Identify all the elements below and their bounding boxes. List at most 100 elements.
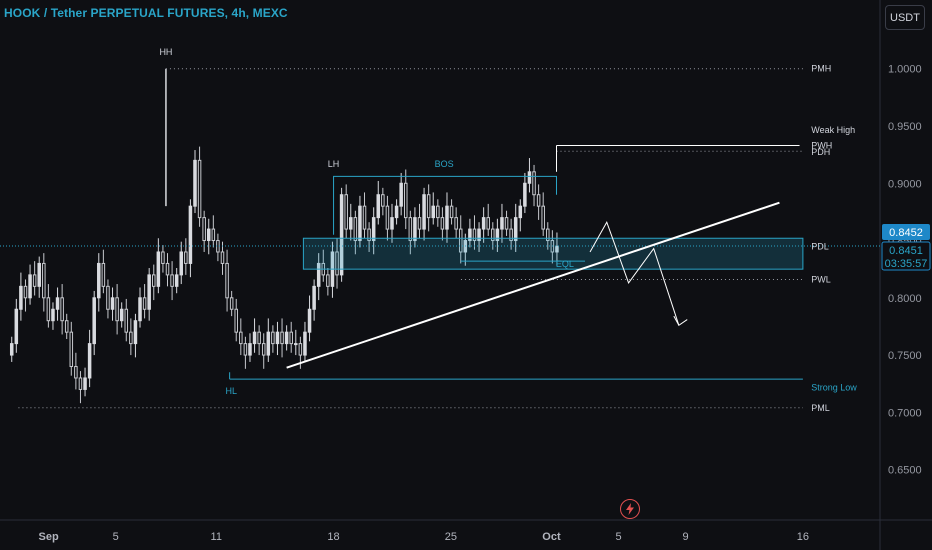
price-tag-lower xyxy=(881,241,931,271)
candle-body xyxy=(381,194,385,207)
candle-body xyxy=(257,331,261,345)
price-tag-lower-label: 0.8451 xyxy=(889,245,923,257)
candle-body xyxy=(513,217,518,242)
candle-body xyxy=(202,217,206,242)
candle-body xyxy=(74,366,78,379)
x-tick-label: 25 xyxy=(445,531,457,543)
candle-body xyxy=(436,205,440,219)
candle-body xyxy=(504,217,509,230)
candle-body xyxy=(326,274,330,287)
demand-zone xyxy=(302,237,804,270)
pwl-label: PWL xyxy=(811,274,831,284)
candle-body xyxy=(335,251,339,276)
lightning-icon[interactable] xyxy=(620,499,640,519)
candle-body xyxy=(275,331,280,345)
candle-body xyxy=(225,262,229,299)
weak-high-label: Weak High xyxy=(811,125,855,135)
candle-body xyxy=(97,262,101,299)
candle-body xyxy=(133,320,138,345)
candle-body xyxy=(303,331,307,356)
candle-body xyxy=(271,331,275,345)
bos-label: BOS xyxy=(435,159,454,169)
candle-body xyxy=(248,343,252,356)
candle-body xyxy=(371,217,376,242)
candle-body xyxy=(129,331,133,345)
x-tick-label: 16 xyxy=(797,531,809,543)
candle-body xyxy=(193,159,197,207)
candle-body xyxy=(239,331,243,345)
candle-body xyxy=(403,182,408,219)
chart-title: HOOK / Tether PERPETUAL FUTURES, 4h, MEX… xyxy=(4,6,288,20)
candle-body xyxy=(161,251,165,264)
candle-body xyxy=(92,297,96,345)
candle-body xyxy=(115,297,119,322)
candle-body xyxy=(316,262,321,287)
candle-body xyxy=(413,217,417,242)
candle-body xyxy=(362,205,367,230)
candle-body xyxy=(28,274,32,299)
candle-body xyxy=(206,228,211,242)
candle-body xyxy=(64,320,69,333)
hl-label: HL xyxy=(226,386,238,396)
strong-low-label: Strong Low xyxy=(811,383,857,393)
candle-body xyxy=(147,274,151,310)
candle-body xyxy=(294,343,298,346)
candle-body xyxy=(458,228,463,253)
candle-body xyxy=(307,308,312,333)
candle-body xyxy=(555,245,559,253)
x-tick-label: 5 xyxy=(113,531,119,543)
y-tick-label: 0.9000 xyxy=(888,178,922,190)
candle-body xyxy=(500,217,504,230)
candle-body xyxy=(449,205,454,219)
candle-body xyxy=(124,308,129,333)
candle-body xyxy=(23,285,28,299)
candle-body xyxy=(358,205,362,242)
candle-body xyxy=(119,308,124,322)
candle-body xyxy=(211,228,216,242)
candle-body xyxy=(518,205,523,219)
candle-body xyxy=(527,171,532,184)
candle-body xyxy=(486,217,490,230)
hh-label: HH xyxy=(159,47,172,57)
candle-body xyxy=(344,194,348,230)
candle-body xyxy=(431,205,435,219)
candle-body xyxy=(536,194,541,207)
pwh-label: PWH xyxy=(811,140,832,150)
candle-body xyxy=(481,217,486,230)
candle-body xyxy=(51,308,55,322)
price-tag-upper-label: 0.8452 xyxy=(889,227,923,239)
candle-body xyxy=(532,171,536,196)
eql-label: EQL xyxy=(556,259,574,269)
y-tick-label: 1.0000 xyxy=(888,64,922,76)
y-tick-label: 0.9500 xyxy=(888,121,922,133)
candle-body xyxy=(367,228,371,242)
candle-body xyxy=(83,377,87,390)
candle-body xyxy=(19,285,23,310)
y-tick-label: 0.7000 xyxy=(888,407,922,419)
x-tick-label: Sep xyxy=(39,531,59,543)
candle-body xyxy=(110,297,115,310)
candle-body xyxy=(229,297,234,310)
candle-body xyxy=(87,343,92,379)
y-tick-label: 0.6500 xyxy=(888,465,922,477)
candle-body xyxy=(152,274,156,287)
candle-body xyxy=(170,274,174,287)
candle-body xyxy=(477,228,481,242)
x-tick-label: 5 xyxy=(615,531,621,543)
currency-button[interactable]: USDT xyxy=(885,5,925,30)
candle-body xyxy=(349,217,353,230)
candle-body xyxy=(440,217,445,230)
price-tag-upper xyxy=(882,224,930,241)
pmh-label: PMH xyxy=(811,64,831,74)
candle-body xyxy=(78,377,83,390)
candle-body xyxy=(422,194,426,230)
trendline xyxy=(286,201,780,369)
candle-body xyxy=(390,217,394,230)
pml-label: PML xyxy=(811,403,830,413)
candle-body xyxy=(252,331,257,345)
bos-line xyxy=(333,175,557,235)
candle-body xyxy=(399,182,403,207)
candle-body xyxy=(9,343,14,356)
candle-body xyxy=(376,194,381,219)
